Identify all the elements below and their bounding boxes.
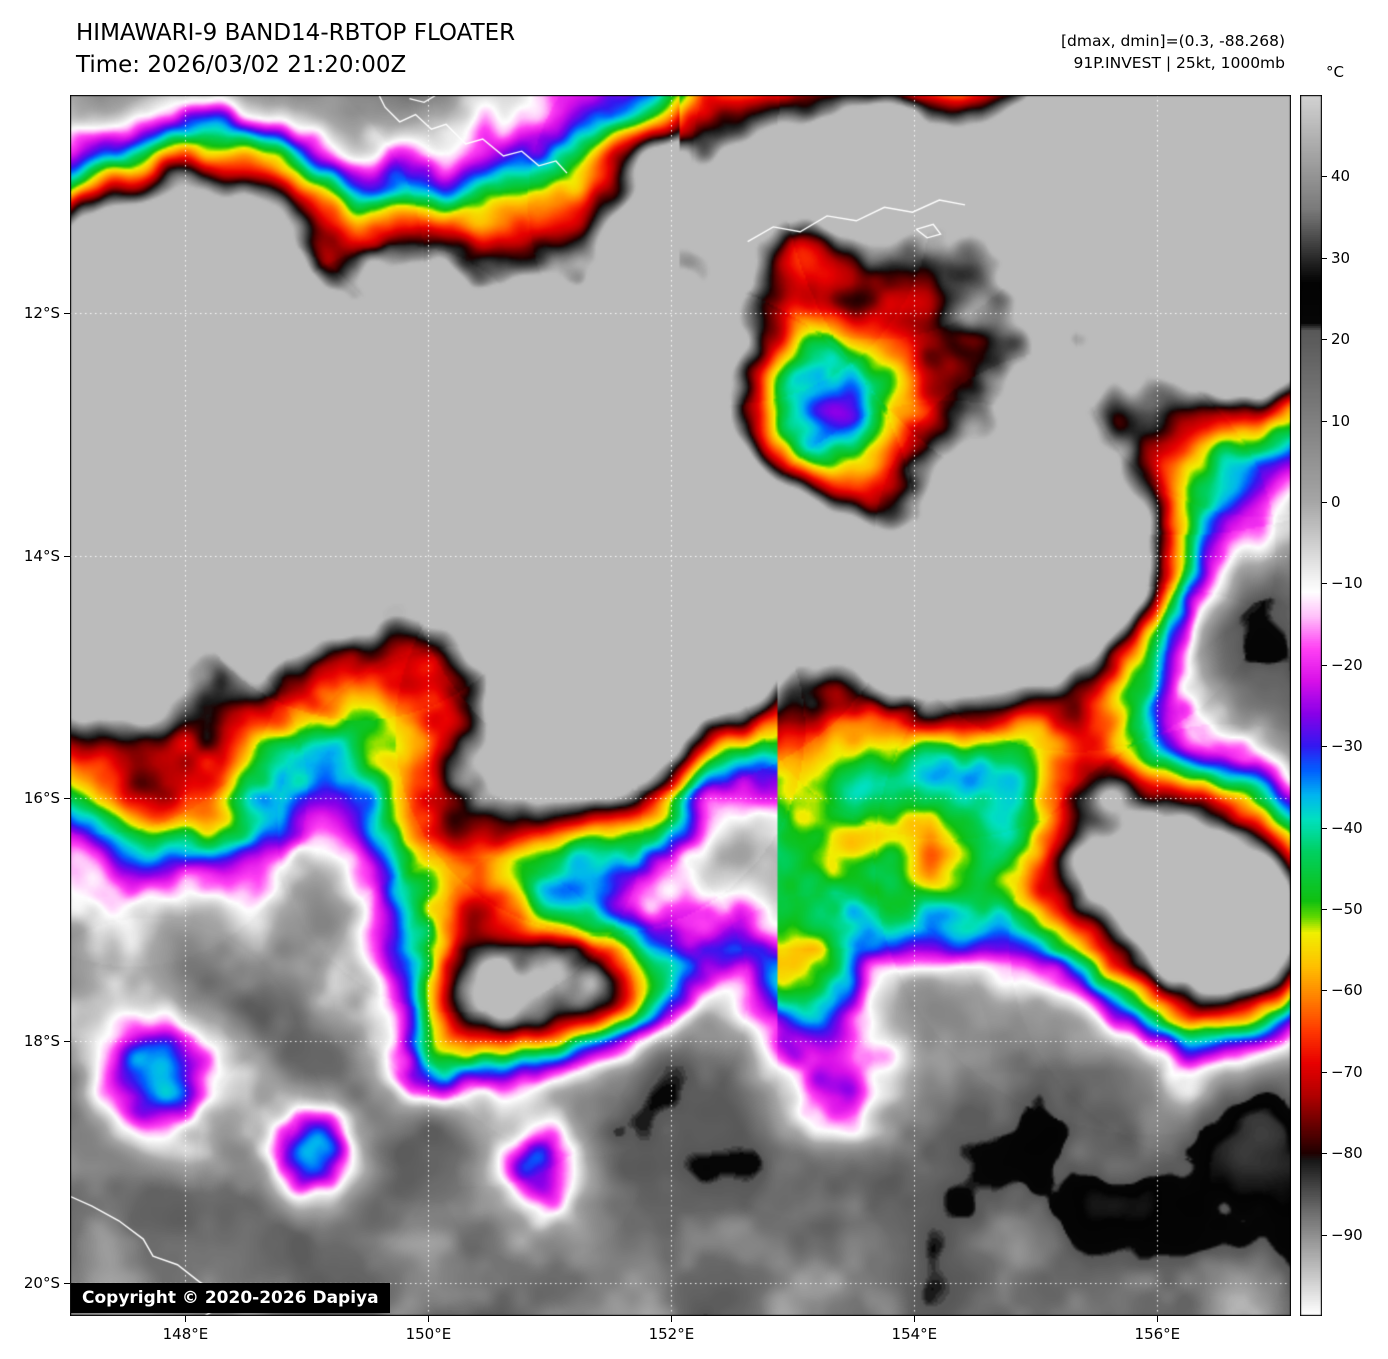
axis-tick xyxy=(1322,1153,1327,1154)
lon-tick-label: 150°E xyxy=(405,1325,452,1343)
lon-tick-label: 148°E xyxy=(162,1325,209,1343)
axis-tick xyxy=(1322,502,1327,503)
axis-tick xyxy=(1322,339,1327,340)
axis-tick xyxy=(1322,421,1327,422)
lat-tick-label: 12°S xyxy=(23,304,60,323)
axis-tick xyxy=(428,1316,429,1322)
copyright-label: Copyright © 2020-2026 Dapiya xyxy=(71,1283,390,1313)
axis-tick xyxy=(185,1316,186,1322)
axis-tick xyxy=(1322,176,1327,177)
colorbar-tick-label: 20 xyxy=(1331,330,1351,349)
colorbar-tick-label: −90 xyxy=(1331,1225,1363,1244)
colorbar-tick-label: −30 xyxy=(1331,737,1363,756)
axis-tick xyxy=(64,1283,70,1284)
axis-tick xyxy=(671,1316,672,1322)
lat-tick-label: 14°S xyxy=(23,546,60,565)
axis-tick xyxy=(1322,1235,1327,1236)
colorbar-tick-label: −20 xyxy=(1331,655,1363,674)
axis-tick xyxy=(1322,665,1327,666)
colorbar-tick-label: −70 xyxy=(1331,1062,1363,1081)
colorbar-tick-label: −50 xyxy=(1331,900,1363,918)
colorbar-canvas xyxy=(1300,95,1322,1316)
axis-tick xyxy=(1322,258,1327,259)
axis-tick xyxy=(64,556,70,557)
lat-tick-label: 18°S xyxy=(23,1031,60,1050)
axis-tick xyxy=(1322,828,1327,829)
lon-tick-label: 152°E xyxy=(648,1325,695,1343)
lat-tick-label: 16°S xyxy=(23,789,60,808)
colorbar-tick-label: 0 xyxy=(1331,493,1341,511)
axis-tick xyxy=(1157,1316,1158,1322)
colorbar-tick-label: 30 xyxy=(1331,248,1351,267)
axis-tick xyxy=(1322,746,1327,747)
axis-tick xyxy=(914,1316,915,1322)
satellite-map-canvas xyxy=(70,95,1291,1316)
colorbar-unit: °C xyxy=(1326,63,1344,81)
colorbar-tick-label: −80 xyxy=(1331,1144,1363,1163)
colorbar-tick-label: 10 xyxy=(1331,411,1351,430)
axis-tick xyxy=(64,798,70,799)
lon-tick-label: 154°E xyxy=(891,1325,938,1343)
colorbar-tick-label: −60 xyxy=(1331,981,1363,1000)
axis-tick xyxy=(64,313,70,314)
dmax-dmin-readout: [dmax, dmin]=(0.3, -88.268) xyxy=(1060,32,1285,50)
axis-tick xyxy=(1322,909,1327,910)
colorbar-tick-label: −10 xyxy=(1331,574,1363,593)
axis-tick xyxy=(1322,1072,1327,1073)
axis-tick xyxy=(64,1041,70,1042)
lat-tick-label: 20°S xyxy=(23,1274,60,1293)
axis-tick xyxy=(1322,990,1327,991)
axis-tick xyxy=(1322,583,1327,584)
lon-tick-label: 156°E xyxy=(1134,1325,1181,1343)
product-title: HIMAWARI-9 BAND14-RBTOP FLOATER xyxy=(76,20,516,46)
colorbar-tick-label: −40 xyxy=(1331,818,1363,837)
timestamp: Time: 2026/03/02 21:20:00Z xyxy=(76,52,407,78)
colorbar-tick-label: 40 xyxy=(1331,167,1351,186)
header-annotations: [dmax, dmin]=(0.3, -88.268) 91P.INVEST |… xyxy=(1061,30,1285,74)
storm-info: 91P.INVEST | 25kt, 1000mb xyxy=(1073,54,1285,72)
